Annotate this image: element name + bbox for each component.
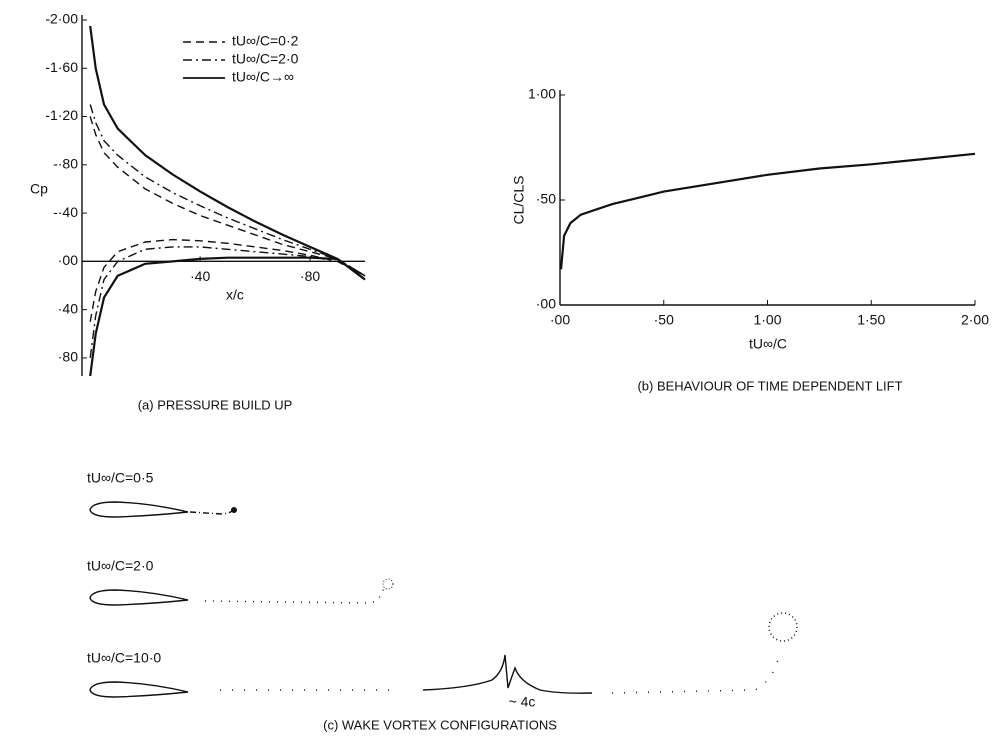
x-tick-label: 1·50 — [857, 312, 885, 328]
y-tick-label: ·00 — [536, 296, 556, 312]
diagram-label: tU∞/C=0·5 — [87, 470, 154, 486]
airfoil — [89, 589, 189, 606]
data-line — [89, 104, 366, 277]
airfoil — [89, 501, 189, 518]
y-tick-label: -1·60 — [45, 59, 78, 75]
x-axis-label: tU∞/C — [749, 336, 787, 352]
y-tick-label: -·40 — [53, 204, 78, 220]
y-tick-label: -1·20 — [45, 107, 78, 123]
x-tick-label: 1·00 — [753, 312, 781, 328]
y-tick-label: ·00 — [58, 252, 78, 268]
caption: (b) BEHAVIOUR OF TIME DEPENDENT LIFT — [637, 378, 902, 393]
caption: (a) PRESSURE BUILD UP — [138, 397, 293, 412]
data-line — [559, 152, 976, 270]
wake — [189, 508, 235, 515]
vortex — [231, 507, 237, 513]
x-tick-label: 2·00 — [961, 312, 989, 328]
vortex — [768, 612, 798, 642]
legend-label: tU∞/C=0·2 — [232, 33, 299, 49]
legend-label: tU∞/C→∞ — [232, 69, 294, 85]
caption: (c) WAKE VORTEX CONFIGURATIONS — [323, 717, 557, 732]
airfoil — [89, 681, 189, 698]
diagram-label: tU∞/C=10·0 — [87, 650, 161, 666]
y-tick-label: -2·00 — [45, 11, 78, 27]
y-tick-label: ·40 — [58, 300, 78, 316]
y-tick-label: -·80 — [53, 156, 78, 172]
wake-sheet — [422, 654, 593, 694]
vortex — [382, 578, 394, 590]
x-tick-label: ·40 — [190, 268, 210, 284]
wake — [204, 585, 385, 604]
x-tick-label: ·80 — [300, 268, 320, 284]
diagram-label: tU∞/C=2·0 — [87, 558, 154, 574]
y-axis-label: Cp — [30, 181, 48, 197]
y-tick-label: ·80 — [58, 349, 78, 365]
x-axis-label: x/c — [226, 287, 244, 303]
data-line — [89, 256, 366, 377]
wake — [611, 649, 781, 694]
y-tick-label: ·50 — [536, 191, 556, 207]
legend-label: tU∞/C=2·0 — [232, 51, 299, 67]
x-tick-label: ·00 — [550, 312, 570, 328]
data-line — [89, 238, 366, 322]
data-line — [89, 246, 366, 358]
data-line — [89, 25, 366, 281]
x-tick-label: ·50 — [654, 312, 674, 328]
y-tick-label: 1·00 — [528, 86, 556, 102]
wake-diagram: tU∞/C=0·5 tU∞/C=2·0 tU∞/C=10·0 ~ 4c (c) … — [87, 470, 798, 732]
y-axis-label: CL/CLS — [511, 175, 527, 224]
spacing-label: ~ 4c — [509, 694, 536, 710]
